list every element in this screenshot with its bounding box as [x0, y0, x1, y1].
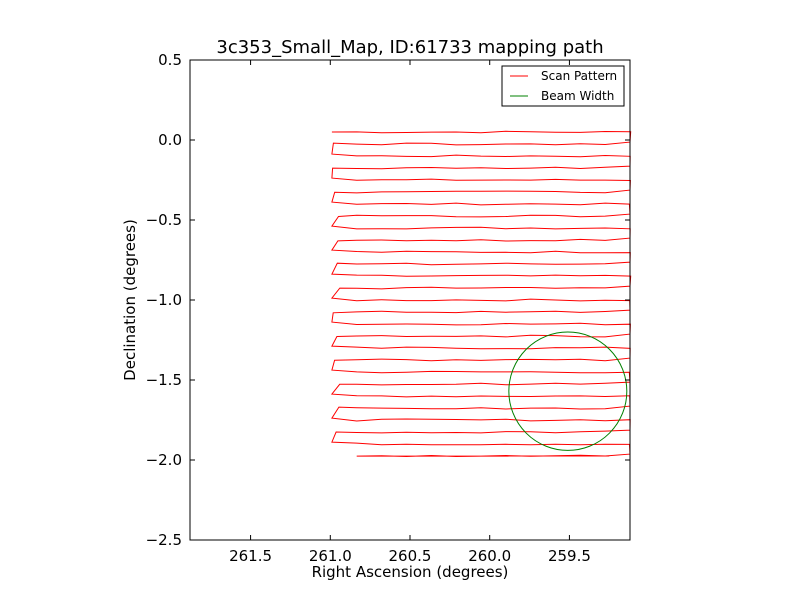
- y-tick-label: 0.0: [158, 131, 182, 149]
- legend-label-scan-pattern: Scan Pattern: [541, 69, 617, 83]
- series-layer: [330, 130, 632, 458]
- x-tick-label: 261.5: [229, 547, 272, 565]
- scan-pattern-line: [330, 130, 632, 458]
- y-tick-label: 0.5: [158, 51, 182, 69]
- x-axis-label: Right Ascension (degrees): [312, 563, 509, 581]
- x-tick-label: 261.0: [309, 547, 352, 565]
- legend-label-beam-width: Beam Width: [541, 89, 614, 103]
- y-tick-label: −1.0: [146, 291, 182, 309]
- chart-title: 3c353_Small_Map, ID:61733 mapping path: [216, 37, 603, 58]
- legend-box: [501, 65, 625, 107]
- x-tick-label: 259.5: [548, 547, 591, 565]
- y-axis-ticks: 0.5 0.0 −0.5 −1.0 −1.5 −2.0 −2.5: [146, 51, 630, 549]
- y-tick-label: −0.5: [146, 211, 182, 229]
- beam-width-circle: [508, 331, 628, 451]
- x-tick-label: 260.5: [389, 547, 432, 565]
- x-tick-label: 260.0: [468, 547, 511, 565]
- y-tick-label: −1.5: [146, 371, 182, 389]
- y-axis-label: Declination (degrees): [121, 219, 139, 381]
- y-tick-label: −2.5: [146, 531, 182, 549]
- legend: Scan Pattern Beam Width: [501, 65, 625, 107]
- x-axis-ticks: 261.5 261.0 260.5 260.0 259.5: [229, 60, 591, 565]
- y-tick-label: −2.0: [146, 451, 182, 469]
